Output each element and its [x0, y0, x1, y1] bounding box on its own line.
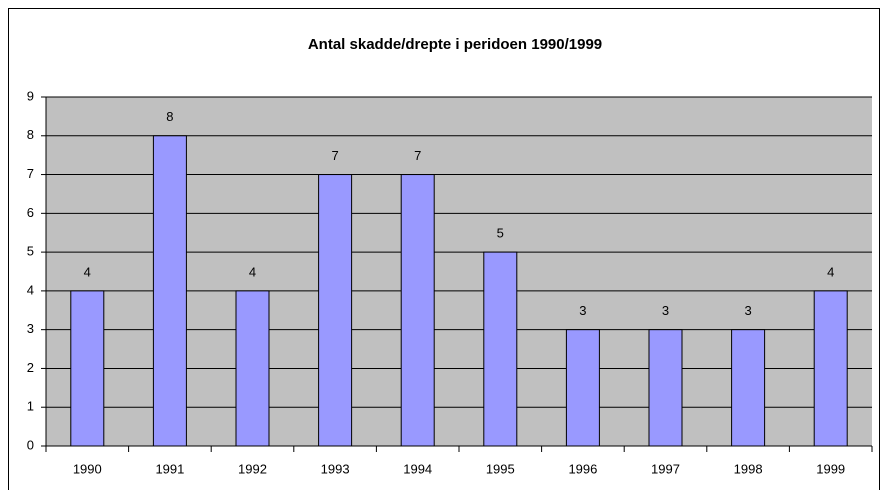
bar [565, 329, 600, 447]
bar [235, 290, 270, 447]
chart-title: Antal skadde/drepte i peridoen 1990/1999 [308, 36, 602, 53]
x-tick-label: 1992 [238, 461, 267, 476]
data-label: 4 [827, 264, 834, 279]
bar [400, 174, 435, 447]
y-tick-label: 8 [27, 127, 34, 142]
x-tick-label: 1990 [73, 461, 102, 476]
y-tick-label: 9 [27, 88, 34, 103]
bar [731, 329, 766, 447]
y-tick-label: 7 [27, 166, 34, 181]
data-label: 4 [249, 264, 256, 279]
data-label: 4 [84, 264, 91, 279]
bar [483, 251, 518, 447]
bar [813, 290, 848, 447]
y-tick-label: 4 [27, 282, 34, 297]
x-tick-label: 1997 [651, 461, 680, 476]
y-tick-label: 5 [27, 244, 34, 259]
y-tick-label: 2 [27, 360, 34, 375]
x-tick-label: 1999 [816, 461, 845, 476]
x-tick-label: 1993 [321, 461, 350, 476]
y-tick-label: 3 [27, 321, 34, 336]
x-tick-label: 1995 [486, 461, 515, 476]
x-tick-label: 1994 [403, 461, 432, 476]
bar [318, 174, 353, 447]
x-tick-label: 1998 [734, 461, 763, 476]
bar [152, 135, 187, 447]
data-label: 3 [744, 303, 751, 318]
y-tick-label: 0 [27, 437, 34, 452]
bar [70, 290, 105, 447]
x-tick-label: 1996 [568, 461, 597, 476]
y-tick-label: 1 [27, 399, 34, 414]
data-label: 7 [414, 148, 421, 163]
bar [648, 329, 683, 447]
data-label: 3 [662, 303, 669, 318]
x-tick-label: 1991 [155, 461, 184, 476]
data-label: 5 [497, 226, 504, 241]
y-tick-label: 6 [27, 205, 34, 220]
data-label: 7 [331, 148, 338, 163]
data-label: 8 [166, 109, 173, 124]
data-label: 3 [579, 303, 586, 318]
